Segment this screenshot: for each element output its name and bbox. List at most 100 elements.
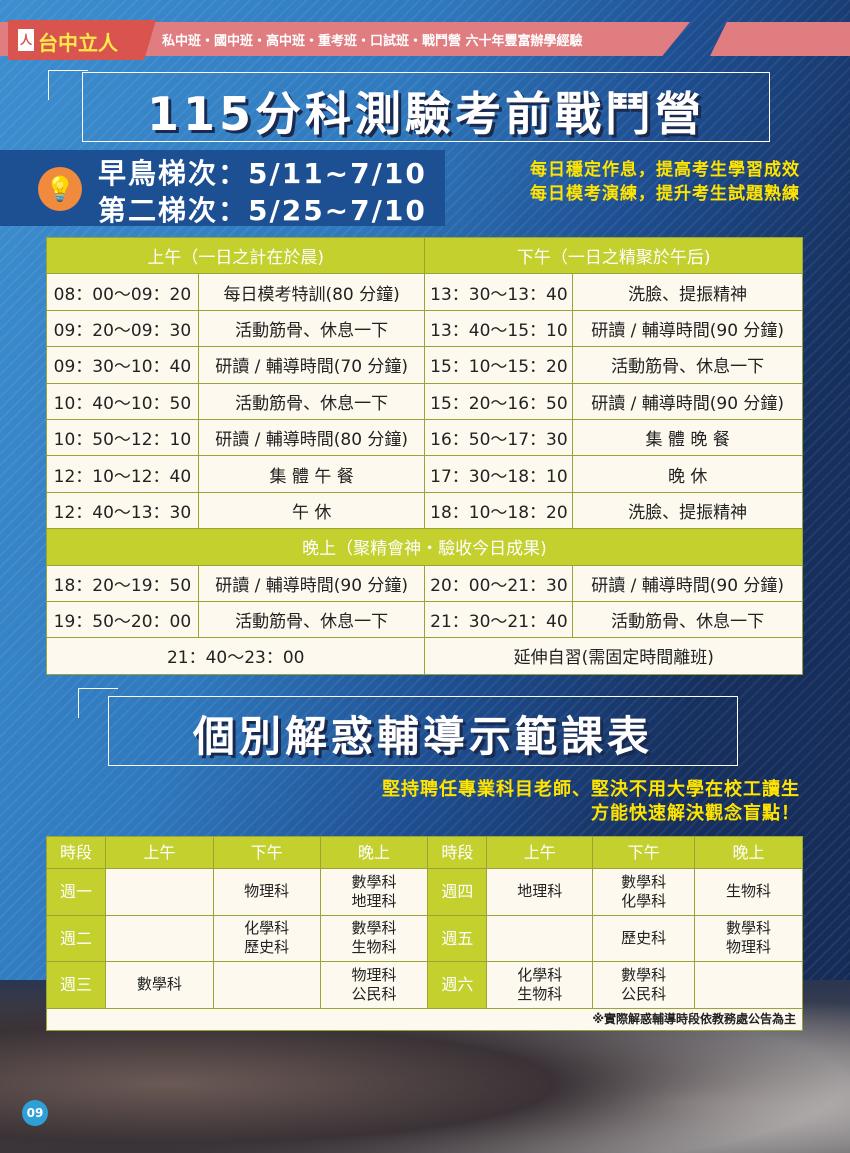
subject-cell: 數學科 物理科 bbox=[694, 914, 803, 962]
time-cell: 08：00～09：20 bbox=[46, 273, 199, 311]
activity-cell: 研讀 / 輔導時間(90 分鐘) bbox=[572, 564, 803, 602]
activity-cell: 研讀 / 輔導時間(90 分鐘) bbox=[197, 564, 426, 602]
time-cell: 15：10～15：20 bbox=[424, 346, 574, 384]
decor-corner bbox=[78, 688, 118, 718]
schedule-row: 12：10～12：40 集 體 午 餐 17：30～18：10 晚 休 bbox=[46, 455, 803, 493]
decor-corner bbox=[48, 70, 88, 100]
subject-cell: 數學科 bbox=[104, 961, 214, 1009]
tutoring-row: 週三 數學科 物理科 公民科 週六 化學科 生物科 數學科 公民科 bbox=[46, 961, 803, 1009]
subject-cell: 數學科 公民科 bbox=[592, 961, 696, 1009]
activity-cell: 活動筋骨、休息一下 bbox=[572, 600, 803, 639]
time-cell: 19：50～20：00 bbox=[46, 600, 199, 639]
schedule-row: 10：50～12：10 研讀 / 輔導時間(80 分鐘) 16：50～17：30 集 … bbox=[46, 418, 803, 457]
schedule-row: 09：20～09：30 活動筋骨、休息一下 13：40～15：10 研讀 / 輔導時間… bbox=[46, 309, 803, 348]
activity-cell: 活動筋骨、休息一下 bbox=[197, 309, 426, 348]
tagline: 私中班・國中班・高中班・重考班・口試班・戰鬥營 六十年豐富辦學經驗 bbox=[162, 34, 583, 49]
activity-cell: 午 休 bbox=[197, 491, 426, 530]
header-bar-accent bbox=[710, 22, 850, 56]
day-cell: 週二 bbox=[46, 914, 106, 962]
time-cell: 13：40～15：10 bbox=[424, 309, 574, 348]
page-title: 115分科測驗考前戰鬥營 bbox=[146, 87, 706, 141]
subject-cell: 化學科 歷史科 bbox=[212, 914, 321, 962]
subject-cell bbox=[486, 914, 594, 962]
activity-cell: 集 體 午 餐 bbox=[197, 455, 426, 493]
second-batch: 第二梯次：5/25~7/10 bbox=[98, 194, 427, 227]
time-cell: 21：30～21：40 bbox=[424, 600, 574, 639]
column-header: 上午 bbox=[486, 836, 594, 869]
schedule-row: 10：40～10：50 活動筋骨、休息一下 15：20～16：50 研讀 / 輔導時間… bbox=[46, 382, 803, 420]
day-cell: 週六 bbox=[427, 961, 488, 1009]
column-header: 時段 bbox=[46, 836, 106, 869]
subtitle-1: 堅持聘任專業科目老師、堅決不用大學在校工讀生 bbox=[382, 779, 800, 800]
time-cell: 16：50～17：30 bbox=[424, 418, 574, 457]
title1-frame bbox=[82, 72, 770, 142]
subject-cell: 生物科 bbox=[694, 868, 803, 916]
day-cell: 週三 bbox=[46, 961, 106, 1009]
subject-cell: 化學科 生物科 bbox=[486, 961, 594, 1009]
page-number: 09 bbox=[22, 1100, 48, 1126]
time-cell: 09：30～10：40 bbox=[46, 346, 199, 384]
activity-cell: 晚 休 bbox=[572, 455, 803, 493]
activity-cell: 集 體 晚 餐 bbox=[572, 418, 803, 457]
subject-cell: 數學科 化學科 bbox=[592, 868, 696, 916]
early-batch: 早鳥梯次：5/11~7/10 bbox=[98, 157, 427, 190]
subject-cell: 數學科 生物科 bbox=[319, 914, 429, 962]
subject-cell: 物理科 公民科 bbox=[319, 961, 429, 1009]
time-cell: 18：20～19：50 bbox=[46, 564, 199, 602]
schedule-row: 18：20～19：50 研讀 / 輔導時間(90 分鐘) 20：00～21：30 研讀… bbox=[46, 564, 803, 602]
time-cell: 10：50～12：10 bbox=[46, 418, 199, 457]
activity-cell: 研讀 / 輔導時間(90 分鐘) bbox=[572, 382, 803, 420]
time-cell: 15：20～16：50 bbox=[424, 382, 574, 420]
activity-cell: 活動筋骨、休息一下 bbox=[572, 346, 803, 384]
afternoon-header: 下午（一日之精聚於午后) bbox=[424, 236, 803, 275]
column-header: 下午 bbox=[592, 836, 696, 869]
daily-schedule-table: 上午（一日之計在於晨) 下午（一日之精聚於午后) 08：00～09：20 每日模考特… bbox=[45, 236, 803, 675]
activity-cell: 研讀 / 輔導時間(80 分鐘) bbox=[197, 418, 426, 457]
time-cell: 10：40～10：50 bbox=[46, 382, 199, 420]
schedule-row: 08：00～09：20 每日模考特訓(80 分鐘) 13：30～13：40 洗臉、提振… bbox=[46, 273, 803, 311]
activity-cell: 洗臉、提振精神 bbox=[572, 491, 803, 530]
activity-cell: 每日模考特訓(80 分鐘) bbox=[197, 273, 426, 311]
title2-frame bbox=[108, 696, 738, 766]
logo-mark-icon: 人 bbox=[18, 29, 34, 51]
subject-cell bbox=[212, 961, 321, 1009]
time-cell: 12：40～13：30 bbox=[46, 491, 199, 530]
logo-text: 台中立人 bbox=[38, 31, 118, 55]
subject-cell: 物理科 bbox=[212, 868, 321, 916]
slogan-1: 每日穩定作息，提高考生學習成效 bbox=[530, 160, 800, 180]
time-cell: 09：20～09：30 bbox=[46, 309, 199, 348]
time-cell: 18：10～18：20 bbox=[424, 491, 574, 530]
subject-cell: 地理科 bbox=[486, 868, 594, 916]
last-time: 21：40～23：00 bbox=[45, 637, 426, 675]
schedule-row: 09：30～10：40 研讀 / 輔導時間(70 分鐘) 15：10～15：20 活動… bbox=[46, 346, 803, 384]
subject-cell: 歷史科 bbox=[592, 914, 696, 962]
tutoring-table: 時段 上午 下午 晚上 時段 上午 下午 晚上 週一 物理科 數學科 地理科 週四 地理科 數學科 化學… bbox=[46, 836, 803, 1031]
activity-cell: 活動筋骨、休息一下 bbox=[197, 600, 426, 639]
time-cell: 12：10～12：40 bbox=[46, 455, 199, 493]
subtitle-2: 方能快速解決觀念盲點！ bbox=[591, 803, 800, 824]
last-activity: 延伸自習(需固定時間離班) bbox=[424, 637, 803, 675]
column-header: 時段 bbox=[427, 836, 488, 869]
activity-cell: 活動筋骨、休息一下 bbox=[197, 382, 426, 420]
column-header: 上午 bbox=[104, 836, 214, 869]
day-cell: 週一 bbox=[46, 868, 106, 916]
section-title: 個別解惑輔導示範課表 bbox=[192, 712, 653, 761]
tutoring-row: 週二 化學科 歷史科 數學科 生物科 週五 歷史科 數學科 物理科 bbox=[46, 914, 803, 962]
activity-cell: 研讀 / 輔導時間(70 分鐘) bbox=[197, 346, 426, 384]
column-header: 晚上 bbox=[319, 836, 429, 869]
time-cell: 13：30～13：40 bbox=[424, 273, 574, 311]
lightbulb-icon: 💡 bbox=[38, 167, 82, 211]
subject-cell bbox=[104, 914, 214, 962]
day-cell: 週五 bbox=[427, 914, 488, 962]
morning-header: 上午（一日之計在於晨) bbox=[45, 236, 426, 275]
slogan-2: 每日模考演練，提升考生試題熟練 bbox=[530, 184, 800, 204]
activity-cell: 研讀 / 輔導時間(90 分鐘) bbox=[572, 309, 803, 348]
schedule-row: 19：50～20：00 活動筋骨、休息一下 21：30～21：40 活動筋骨、休息一下 bbox=[46, 600, 803, 639]
time-cell: 17：30～18：10 bbox=[424, 455, 574, 493]
activity-cell: 洗臉、提振精神 bbox=[572, 273, 803, 311]
logo: 人台中立人 bbox=[8, 20, 156, 60]
evening-header: 晚上（聚精會神・驗收今日成果) bbox=[46, 528, 803, 566]
tutoring-row: 週一 物理科 數學科 地理科 週四 地理科 數學科 化學科 生物科 bbox=[46, 868, 803, 916]
footnote: ※實際解惑輔導時段依教務處公告為主 bbox=[46, 1007, 803, 1031]
subject-cell: 數學科 地理科 bbox=[319, 868, 429, 916]
